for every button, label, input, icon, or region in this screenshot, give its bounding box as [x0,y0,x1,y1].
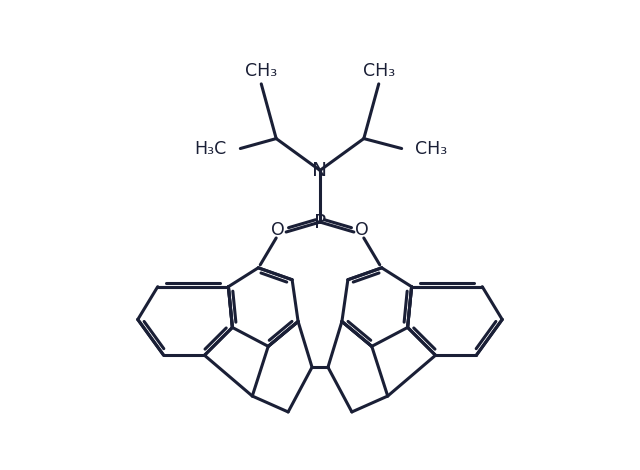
Text: O: O [271,221,285,239]
Text: H₃C: H₃C [195,140,227,157]
Text: P: P [314,212,326,232]
Text: CH₃: CH₃ [363,62,395,80]
Text: CH₃: CH₃ [415,140,447,157]
Text: O: O [355,221,369,239]
Text: N: N [312,161,328,180]
Text: CH₃: CH₃ [245,62,277,80]
